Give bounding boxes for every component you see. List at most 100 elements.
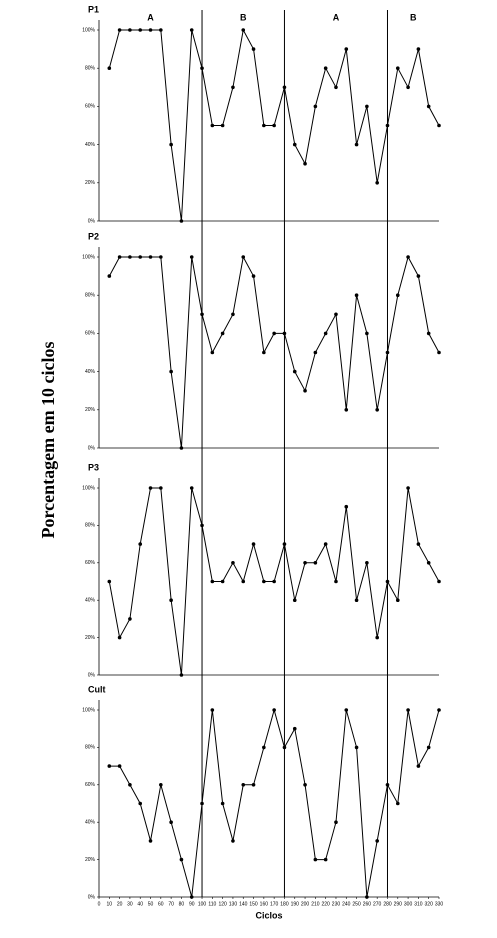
data-point [251, 542, 256, 546]
data-point [437, 708, 441, 712]
phase-label: A [333, 12, 340, 22]
data-point [323, 331, 328, 336]
y-tick-label: 60% [85, 560, 96, 566]
data-point [220, 123, 225, 128]
x-tick-label: 260 [363, 901, 372, 907]
y-tick-label: 80% [85, 293, 96, 299]
data-point [354, 293, 359, 298]
data-line [108, 255, 440, 449]
x-tick-label: 120 [218, 901, 227, 907]
data-point [220, 579, 225, 584]
data-point [117, 764, 122, 768]
data-point [406, 85, 410, 90]
x-tick-label: 240 [342, 901, 351, 907]
panel-title: P1 [88, 4, 99, 14]
panel-title: P2 [88, 231, 99, 241]
data-point [406, 708, 410, 712]
data-point [426, 104, 431, 109]
data-point [292, 726, 297, 731]
data-point [128, 255, 132, 259]
data-point [179, 857, 184, 862]
data-point [354, 598, 359, 602]
y-tick-label: 0% [88, 894, 96, 900]
data-point [365, 331, 369, 336]
data-point [334, 312, 338, 317]
data-point [375, 408, 379, 412]
data-point [169, 142, 173, 147]
data-point [334, 85, 338, 90]
data-point [117, 28, 122, 32]
y-tick-label: 80% [85, 745, 96, 751]
data-point [416, 542, 421, 546]
data-point [323, 857, 328, 862]
data-point [354, 142, 359, 147]
x-tick-label: 200 [301, 901, 310, 907]
data-point [210, 123, 215, 128]
data-point [220, 331, 225, 336]
data-point [179, 219, 184, 223]
data-point [262, 123, 266, 128]
data-point [416, 47, 421, 51]
phase-label: B [240, 12, 247, 22]
x-tick-label: 30 [127, 901, 133, 907]
y-tick-label: 20% [85, 857, 96, 863]
data-point [416, 764, 421, 768]
data-point [210, 579, 215, 584]
data-point [128, 783, 132, 787]
x-tick-label: 70 [168, 901, 174, 907]
data-point [395, 293, 400, 298]
x-tick-label: 230 [332, 901, 341, 907]
data-point [169, 598, 173, 602]
x-tick-label: 190 [291, 901, 300, 907]
data-point [241, 28, 246, 32]
x-tick-label: 110 [208, 901, 216, 907]
data-point [251, 274, 256, 278]
data-point [272, 579, 276, 584]
data-point [169, 369, 173, 374]
y-tick-label: 100% [82, 485, 95, 491]
data-point [344, 504, 349, 509]
data-line [109, 708, 440, 898]
data-point [365, 561, 369, 565]
data-point [303, 561, 307, 565]
x-tick-label: 80 [179, 901, 185, 907]
data-point [426, 745, 431, 750]
data-point [159, 783, 163, 787]
y-axis-label: Porcentagem em 10 ciclos [38, 341, 58, 538]
y-tick-label: 40% [85, 598, 96, 604]
data-point [292, 369, 297, 374]
data-point [344, 708, 349, 712]
data-point [354, 745, 359, 750]
data-point [179, 446, 184, 450]
data-point [179, 673, 184, 677]
data-point [365, 104, 369, 109]
data-point [426, 561, 431, 565]
y-tick-label: 100% [82, 27, 95, 33]
data-point [262, 579, 266, 584]
data-point [241, 783, 246, 787]
data-point [189, 895, 194, 899]
x-tick-label: 250 [352, 901, 361, 907]
x-tick-label: 50 [148, 901, 154, 907]
x-tick-label: 160 [260, 901, 269, 907]
x-tick-label: 300 [404, 901, 413, 907]
x-axis-label: Ciclos [255, 910, 282, 920]
data-point [375, 839, 379, 843]
data-point [262, 350, 266, 355]
panel-title: Cult [88, 684, 106, 694]
x-tick-label: 0 [98, 901, 101, 907]
data-point [231, 561, 235, 565]
y-tick-label: 40% [85, 369, 96, 375]
data-point [107, 764, 112, 768]
y-tick-label: 20% [85, 407, 96, 413]
x-tick-label: 130 [229, 901, 238, 907]
data-point [426, 331, 431, 336]
data-point [272, 708, 276, 712]
data-point [159, 28, 163, 32]
data-point [169, 820, 173, 824]
data-point [334, 820, 338, 824]
x-tick-label: 150 [249, 901, 258, 907]
data-point [189, 28, 194, 32]
x-tick-label: 10 [107, 901, 113, 907]
data-point [128, 28, 132, 32]
